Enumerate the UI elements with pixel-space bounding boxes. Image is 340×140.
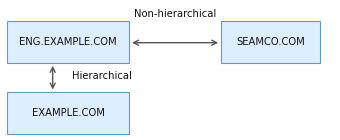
- FancyBboxPatch shape: [7, 21, 129, 63]
- FancyBboxPatch shape: [221, 21, 320, 63]
- FancyBboxPatch shape: [7, 92, 129, 134]
- Text: Hierarchical: Hierarchical: [72, 71, 132, 81]
- Text: ENG.EXAMPLE.COM: ENG.EXAMPLE.COM: [19, 37, 117, 47]
- Text: EXAMPLE.COM: EXAMPLE.COM: [32, 108, 104, 118]
- Text: SEAMCO.COM: SEAMCO.COM: [236, 37, 305, 47]
- Text: Non-hierarchical: Non-hierarchical: [134, 9, 216, 19]
